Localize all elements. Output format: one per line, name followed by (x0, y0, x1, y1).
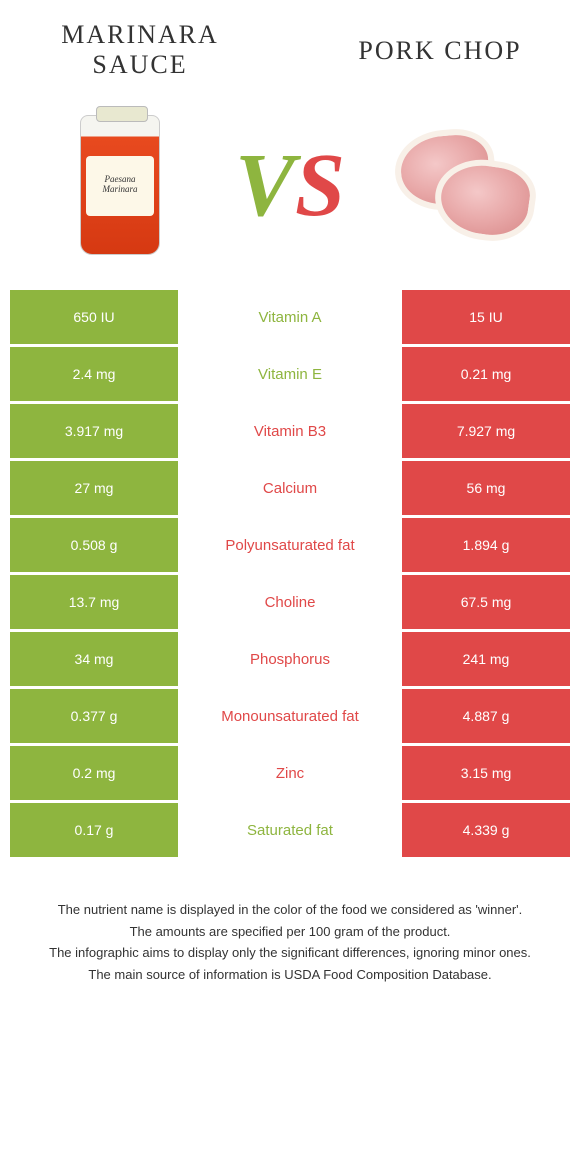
nutrient-label: Monounsaturated fat (178, 689, 402, 743)
left-value: 13.7 mg (10, 575, 178, 629)
jar-label: Paesana Marinara (86, 156, 154, 216)
left-value: 34 mg (10, 632, 178, 686)
pork-icon (385, 130, 535, 240)
left-food-image: Paesana Marinara (40, 105, 200, 265)
table-row: 0.17 gSaturated fat4.339 g (10, 803, 570, 860)
left-food-title: Marinara sauce (40, 20, 240, 80)
nutrient-label: Saturated fat (178, 803, 402, 857)
left-value: 650 IU (10, 290, 178, 344)
right-value: 241 mg (402, 632, 570, 686)
nutrient-label: Vitamin B3 (178, 404, 402, 458)
footer-notes: The nutrient name is displayed in the co… (0, 860, 580, 1006)
footer-line: The infographic aims to display only the… (30, 943, 550, 963)
nutrient-label: Vitamin E (178, 347, 402, 401)
left-value: 0.17 g (10, 803, 178, 857)
right-value: 4.887 g (402, 689, 570, 743)
nutrient-label: Polyunsaturated fat (178, 518, 402, 572)
left-value: 3.917 mg (10, 404, 178, 458)
jar-icon: Paesana Marinara (80, 115, 160, 255)
left-value: 0.508 g (10, 518, 178, 572)
left-value: 2.4 mg (10, 347, 178, 401)
comparison-table: 650 IUVitamin A15 IU2.4 mgVitamin E0.21 … (10, 290, 570, 860)
right-value: 15 IU (402, 290, 570, 344)
table-row: 3.917 mgVitamin B37.927 mg (10, 404, 570, 461)
nutrient-label: Choline (178, 575, 402, 629)
left-value: 0.2 mg (10, 746, 178, 800)
table-row: 13.7 mgCholine67.5 mg (10, 575, 570, 632)
left-value: 0.377 g (10, 689, 178, 743)
right-value: 3.15 mg (402, 746, 570, 800)
footer-line: The nutrient name is displayed in the co… (30, 900, 550, 920)
right-food-image (380, 105, 540, 265)
right-value: 56 mg (402, 461, 570, 515)
footer-line: The main source of information is USDA F… (30, 965, 550, 985)
right-value: 7.927 mg (402, 404, 570, 458)
right-value: 0.21 mg (402, 347, 570, 401)
nutrient-label: Calcium (178, 461, 402, 515)
table-row: 650 IUVitamin A15 IU (10, 290, 570, 347)
table-row: 34 mgPhosphorus241 mg (10, 632, 570, 689)
footer-line: The amounts are specified per 100 gram o… (30, 922, 550, 942)
table-row: 27 mgCalcium56 mg (10, 461, 570, 518)
table-row: 0.2 mgZinc3.15 mg (10, 746, 570, 803)
right-value: 4.339 g (402, 803, 570, 857)
header: Marinara sauce Pork chop (0, 0, 580, 90)
nutrient-label: Vitamin A (178, 290, 402, 344)
right-value: 67.5 mg (402, 575, 570, 629)
right-value: 1.894 g (402, 518, 570, 572)
table-row: 0.508 gPolyunsaturated fat1.894 g (10, 518, 570, 575)
images-row: Paesana Marinara VS (0, 90, 580, 290)
vs-s: S (295, 136, 345, 235)
table-row: 2.4 mgVitamin E0.21 mg (10, 347, 570, 404)
nutrient-label: Phosphorus (178, 632, 402, 686)
vs-v: V (235, 136, 295, 235)
left-value: 27 mg (10, 461, 178, 515)
right-food-title: Pork chop (340, 36, 540, 80)
nutrient-label: Zinc (178, 746, 402, 800)
table-row: 0.377 gMonounsaturated fat4.887 g (10, 689, 570, 746)
vs-text: VS (235, 134, 345, 237)
